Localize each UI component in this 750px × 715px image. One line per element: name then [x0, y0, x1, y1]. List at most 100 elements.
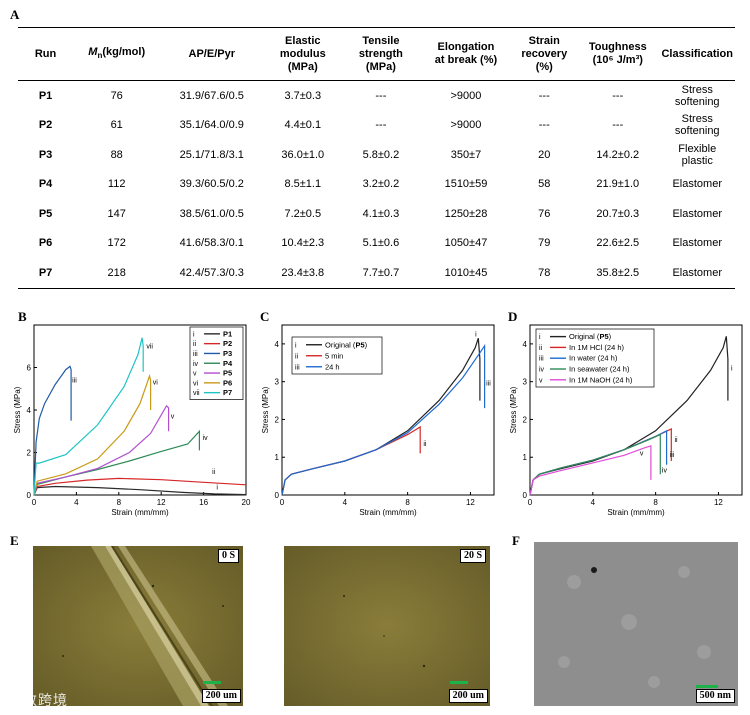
scratch-image-0s — [33, 545, 243, 707]
y-tick-label: 4 — [27, 406, 32, 415]
y-tick-label: 0 — [275, 491, 280, 500]
micrograph-e-20s: 20 S 200 um — [284, 546, 490, 706]
table-cell: 1510±59 — [444, 178, 488, 191]
series-numeral: i — [216, 485, 218, 492]
y-axis-label: Stress (MPa) — [261, 386, 270, 433]
legend-label: P2 — [223, 339, 232, 348]
table-row: P2 61 35.1/64.0/0.9 4.4±0.1 --- >9000 --- --- St… — [18, 111, 735, 141]
label-0s: 0 S — [217, 549, 239, 563]
legend-numeral: i — [539, 334, 541, 341]
x-tick-label: 0 — [32, 498, 37, 507]
run-cell: P2 — [38, 119, 53, 132]
table-cell: 39.3/60.5/0.2 — [179, 178, 244, 191]
legend-label: P6 — [223, 378, 232, 387]
y-tick-label: 1 — [523, 453, 528, 462]
table-cell: >9000 — [450, 119, 482, 132]
y-tick-label: 4 — [523, 340, 528, 349]
header-tensile-strength: Tensile strength (MPa) — [342, 27, 420, 81]
table-row: P3 88 25.1/71.8/3.1 36.0±1.0 5.8±0.2 350±7 20 1… — [18, 140, 735, 170]
run-cell: P1 — [38, 89, 53, 102]
run-cell: P7 — [18, 258, 74, 289]
table-cell: 1050±47 — [444, 237, 488, 250]
table-cell: Elastomer — [672, 207, 722, 220]
header-classification: Classification — [659, 27, 735, 81]
table-cell: --- — [612, 119, 624, 132]
table-cell: 76 — [110, 89, 123, 102]
table-cell: Flexible plastic — [678, 142, 717, 167]
table-cell: 350±7 — [450, 148, 482, 161]
table-cell: 3.7±0.3 — [284, 89, 322, 102]
series-numeral: v — [640, 450, 644, 457]
panel-label-c: C — [260, 309, 270, 324]
series-line-p7 — [33, 337, 144, 496]
legend-numeral: iii — [295, 364, 300, 371]
legend-numeral: i — [193, 331, 195, 338]
header-mn: Mn(kg/mol) — [73, 27, 161, 81]
table-cell: 7.7±0.7 — [342, 258, 420, 289]
table-cell: 8.5±1.1 — [284, 178, 322, 191]
x-axis-label: Strain (mm/mm) — [359, 508, 417, 517]
series-numeral: i — [475, 331, 477, 338]
label-20s: 20 S — [459, 549, 486, 563]
scratch-image-20s — [284, 546, 490, 706]
table-cell: 172 — [107, 237, 126, 250]
table-cell: 21.9±1.0 — [596, 178, 640, 191]
x-tick-label: 4 — [343, 498, 348, 507]
series-line-p2 — [33, 477, 247, 496]
run-cell: P4 — [38, 178, 53, 191]
x-axis-label: Strain (mm/mm) — [111, 508, 169, 517]
table-cell: 36.0±1.0 — [281, 148, 325, 161]
legend-numeral: iv — [539, 367, 545, 374]
y-axis-label: Stress (MPa) — [13, 386, 22, 433]
micrograph-f-tem: 500 nm — [534, 542, 738, 706]
legend-numeral: iii — [539, 356, 544, 363]
table-cell: Stress softening — [674, 113, 720, 138]
properties-table: Run Mn(kg/mol) AP/E/Pyr Elastic modulus (M… — [18, 27, 735, 289]
table-cell: 218 — [73, 258, 161, 289]
header-ap-e-pyr: AP/E/Pyr — [160, 27, 264, 81]
scale-bar — [696, 685, 718, 688]
y-tick-label: 6 — [27, 364, 32, 373]
legend-numeral: ii — [295, 353, 299, 360]
series-numeral: ii — [674, 437, 678, 444]
legend-numeral: iii — [193, 351, 198, 358]
table-cell: 7.2±0.5 — [284, 207, 322, 220]
table-row: P1 76 31.9/67.6/0.5 3.7±0.3 --- >9000 --- --- St… — [18, 81, 735, 111]
plot-frame — [529, 324, 743, 496]
header-toughness: Toughness (10⁶ J/m³) — [576, 27, 660, 81]
table-cell: 61 — [110, 119, 123, 132]
legend-numeral: ii — [539, 345, 543, 352]
series-numeral: iv — [203, 435, 209, 442]
series-line-24-h — [281, 343, 486, 496]
legend-numeral: ii — [193, 341, 197, 348]
scale-label: 500 nm — [695, 689, 735, 703]
table-row: P6 172 41.6/58.3/0.1 10.4±2.3 5.1±0.6 1050±47… — [18, 229, 735, 259]
table-cell: 76 — [538, 207, 551, 220]
x-tick-label: 8 — [653, 498, 658, 507]
y-tick-label: 2 — [27, 449, 32, 458]
series-line-p5 — [33, 404, 170, 496]
legend-numeral: v — [539, 377, 543, 384]
legend-label: Original (P5) — [569, 332, 612, 341]
series-line-p1 — [33, 485, 247, 496]
legend-numeral: iv — [193, 361, 199, 368]
x-tick-label: 0 — [528, 498, 533, 507]
table-header-row: Run Mn(kg/mol) AP/E/Pyr Elastic modulus (M… — [18, 27, 735, 81]
table-cell: 31.9/67.6/0.5 — [179, 89, 244, 102]
x-axis-label: Strain (mm/mm) — [607, 508, 665, 517]
series-line-p6 — [33, 373, 152, 496]
legend-label: P1 — [223, 329, 232, 338]
legend-label: In seawater (24 h) — [569, 365, 630, 374]
scale-bar — [203, 681, 221, 684]
legend-numeral: vi — [193, 380, 199, 387]
header-elongation: Elongation at break (%) — [419, 27, 513, 81]
table-cell: 3.2±0.2 — [362, 178, 400, 191]
table-cell: 38.5/61.0/0.5 — [179, 207, 244, 220]
legend-label: P7 — [223, 388, 232, 397]
panel-label-b: B — [18, 309, 27, 324]
table-cell: 79 — [538, 237, 551, 250]
plot-frame — [281, 324, 495, 496]
table-cell: Elastomer — [659, 258, 735, 289]
table-cell: 5.8±0.2 — [362, 148, 400, 161]
